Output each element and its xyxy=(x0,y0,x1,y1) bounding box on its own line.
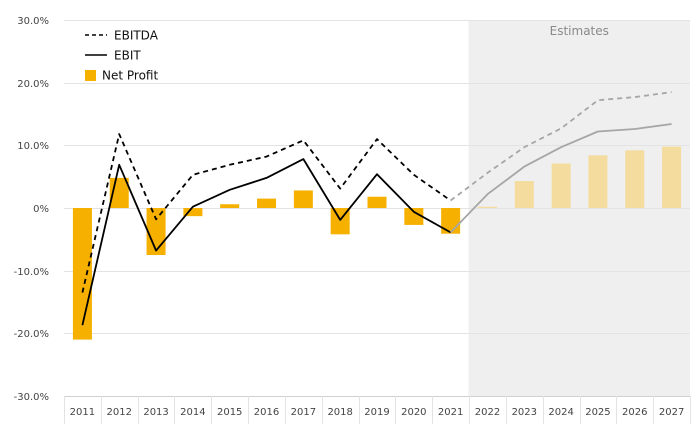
ebit-line xyxy=(81,158,452,326)
x-tick-label: 2021 xyxy=(438,407,463,418)
x-tick-label: 2023 xyxy=(512,407,537,418)
y-tick-label: 30.0% xyxy=(17,16,49,27)
ebitda-line-estimate xyxy=(450,91,672,202)
y-tick-label: -20.0% xyxy=(14,329,49,340)
series-lines xyxy=(81,91,672,326)
net-profit-bar xyxy=(662,146,682,208)
net-profit-bar xyxy=(72,208,92,340)
net-profit-bar xyxy=(404,208,424,225)
x-tick-label: 2011 xyxy=(70,407,95,418)
net-profit-bar xyxy=(625,150,645,208)
net-profit-bar xyxy=(514,181,534,208)
y-tick-label: 20.0% xyxy=(17,79,49,90)
y-tick-label: 0% xyxy=(33,204,49,215)
ebitda-line xyxy=(81,133,452,293)
x-tick-label: 2017 xyxy=(291,407,316,418)
x-tick-label: 2020 xyxy=(401,407,426,418)
legend-net-profit-label: Net Profit xyxy=(102,69,158,83)
x-tick-label: 2016 xyxy=(254,407,279,418)
net-profit-bar xyxy=(257,198,277,208)
y-tick-label: -30.0% xyxy=(14,392,49,403)
net-profit-bar xyxy=(477,206,497,208)
x-tick-label: 2026 xyxy=(622,407,647,418)
net-profit-bar xyxy=(551,163,571,208)
net-profit-bar xyxy=(220,204,240,208)
x-tick-label: 2022 xyxy=(475,407,500,418)
x-tick-label: 2013 xyxy=(143,407,168,418)
net-profit-bar xyxy=(367,196,387,208)
x-tick-label: 2014 xyxy=(180,407,205,418)
x-tick-label: 2012 xyxy=(107,407,132,418)
x-tick-label: 2019 xyxy=(364,407,389,418)
legend-ebit-label: EBIT xyxy=(114,49,141,63)
ebit-line-estimate xyxy=(449,123,672,234)
net-profit-bar xyxy=(293,190,313,208)
x-tick-label: 2027 xyxy=(659,407,684,418)
net-profit-bar xyxy=(183,208,203,217)
estimates-label: Estimates xyxy=(550,24,609,38)
y-tick-label: 10.0% xyxy=(17,141,49,152)
x-tick-label: 2025 xyxy=(585,407,610,418)
x-tick-label: 2015 xyxy=(217,407,242,418)
x-axis: 2011 2012 2013 2014 2015 2016 2017 2018 2019 2020… xyxy=(64,396,691,424)
x-tick-label: 2018 xyxy=(327,407,352,418)
y-axis: -30.0% -20.0% -10.0% 0% 10.0% 20.0% 30.0% xyxy=(14,16,49,403)
y-tick-label: -10.0% xyxy=(14,267,49,278)
legend: EBITDA EBIT Net Profit xyxy=(85,29,159,83)
net-profit-bar xyxy=(146,208,166,255)
net-profit-bar xyxy=(588,155,608,208)
legend-net-profit-swatch xyxy=(85,70,96,81)
net-profit-bar xyxy=(441,208,461,234)
legend-ebitda-label: EBITDA xyxy=(114,29,159,43)
x-tick-label: 2024 xyxy=(548,407,573,418)
